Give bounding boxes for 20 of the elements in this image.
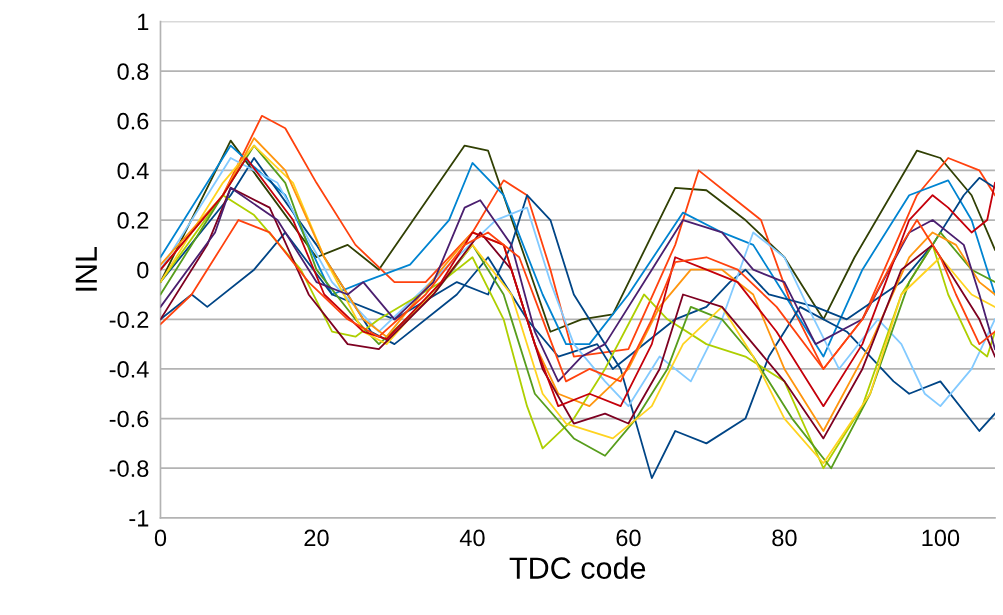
y-tick-label: -1 — [129, 510, 149, 527]
line-series — [160, 186, 995, 383]
x-tick-label: 60 — [616, 529, 641, 547]
y-tick-label: -0.4 — [109, 361, 149, 378]
y-tick-label: 0.4 — [117, 162, 149, 180]
y-tick-label: 0.2 — [117, 212, 149, 229]
y-tick-label: 0.6 — [117, 112, 149, 130]
y-axis-title: INL — [75, 246, 97, 291]
x-tick-label: 40 — [459, 529, 485, 547]
x-tick-label: 80 — [772, 529, 797, 547]
y-tick-label: 0.8 — [117, 63, 149, 80]
x-tick-label: 20 — [304, 529, 329, 547]
x-axis-title: TDC code — [509, 556, 646, 579]
y-tick-label: 0 — [137, 261, 149, 279]
x-tick-label: 100 — [922, 529, 960, 547]
y-tick-label: -0.2 — [109, 311, 149, 329]
y-tick-label: -0.6 — [109, 410, 149, 428]
y-tick-label: 1 — [138, 13, 149, 31]
y-tick-label: -0.8 — [109, 460, 149, 477]
x-tick-label: 0 — [154, 529, 167, 547]
